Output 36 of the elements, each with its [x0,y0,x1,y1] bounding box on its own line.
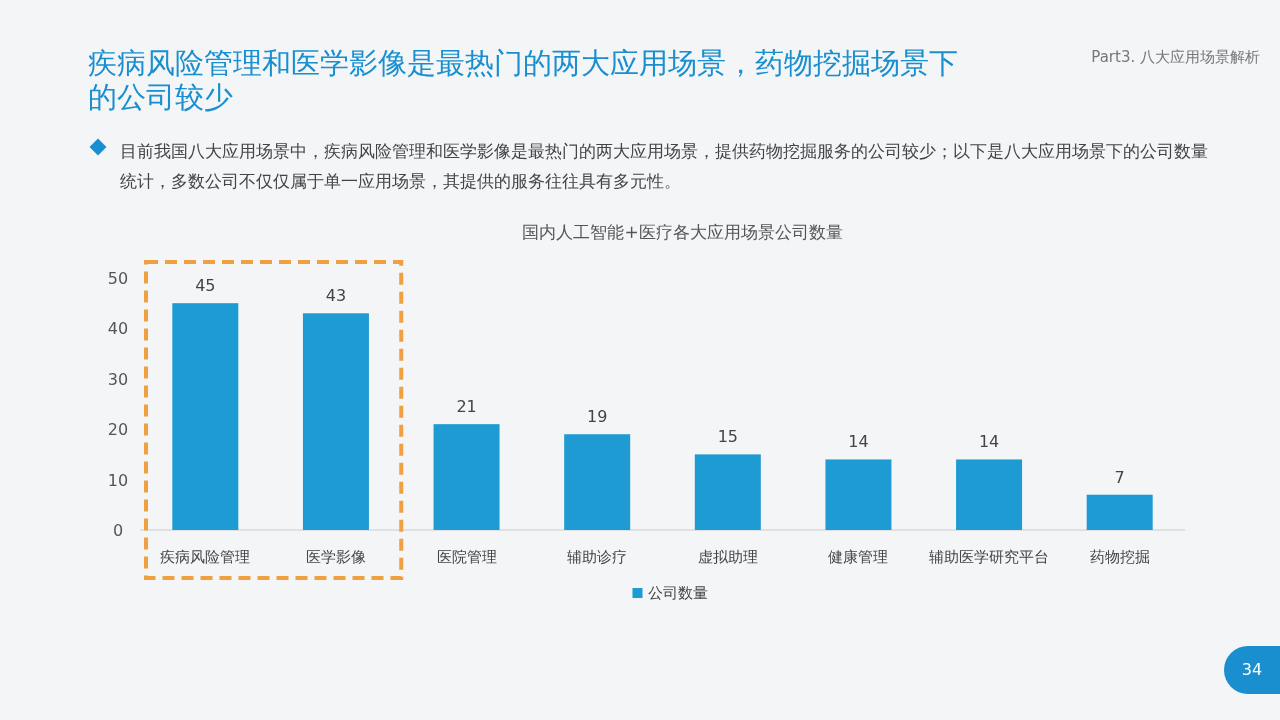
y-tick-label: 30 [107,369,129,389]
bar [956,459,1023,530]
data-label: 15 [717,427,738,447]
bar [433,424,500,530]
text: 国内人工智能+医疗各大应用场景公司数量 [522,222,843,242]
data-label: 14 [978,432,1000,452]
text: Part3. 八大应用场景解析 [1091,48,1260,67]
x-tick-label: 辅助医学研究平台 [929,548,1050,566]
y-tick-label: 40 [107,319,129,339]
legend-label: 公司数量 [647,584,708,602]
x-tick-label: 辅助诊疗 [567,548,628,566]
y-tick-label: 0 [112,521,124,540]
x-tick-label: 药物挖掘 [1089,548,1150,566]
y-tick-label: 10 [107,470,129,490]
chart-subtitle: 目前我国八大应用场景中，疾病风险管理和医学影像是最热门的两大应用场景，提供药物挖掘服务的公司较少；以下是八大应用场景下的公司数量统计，多数公司不仅仅属于单一应用场景，其提供的服务往往具有多元性。 [120,140,1209,193]
y-tick-label: 50 [107,269,129,288]
x-tick-label: 医学影像 [305,548,366,566]
data-label: 7 [1114,467,1125,487]
y-tick-label: 20 [107,420,129,440]
data-label: 45 [195,276,216,296]
text: 34 [1224,646,1280,694]
bar [564,434,631,530]
x-tick-label: 虚拟助理 [697,548,758,566]
bar [1086,494,1153,530]
data-label: 21 [456,397,477,417]
x-tick-label: 疾病风险管理 [160,548,251,566]
bar [825,459,892,530]
data-label: 19 [587,407,608,427]
bar [694,454,761,530]
bar [302,313,369,530]
chart-title: 疾病风险管理和医学影像是最热门的两大应用场景，药物挖掘场景下的公司较少 [88,46,958,114]
bar [172,303,239,530]
data-label: 14 [848,432,869,452]
x-tick-label: 健康管理 [828,548,889,566]
data-label: 43 [325,286,347,306]
x-tick-label: 医院管理 [436,548,497,566]
